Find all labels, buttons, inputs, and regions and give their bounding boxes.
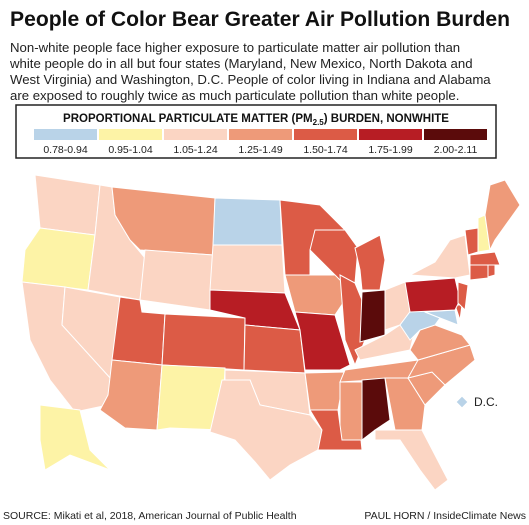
credit: PAUL HORN / InsideClimate News bbox=[364, 510, 526, 522]
legend-label: 1.75-1.99 bbox=[368, 144, 413, 156]
state bbox=[374, 429, 449, 491]
legend-swatch bbox=[424, 129, 487, 140]
legend-title-part: ) BURDEN, NONWHITE bbox=[324, 113, 450, 125]
state bbox=[39, 404, 111, 471]
subtitle: Non-white people face higher exposure to… bbox=[9, 40, 491, 103]
dc-label: D.C. bbox=[474, 395, 498, 409]
dc-marker bbox=[455, 395, 469, 409]
state bbox=[209, 379, 323, 481]
state bbox=[384, 377, 426, 431]
state bbox=[361, 377, 391, 442]
legend-label: 1.25-1.49 bbox=[238, 144, 283, 156]
legend-swatch bbox=[164, 129, 227, 140]
map bbox=[21, 174, 521, 491]
state bbox=[487, 264, 496, 278]
legend-swatch bbox=[294, 129, 357, 140]
state bbox=[243, 324, 306, 374]
state bbox=[156, 364, 226, 431]
state bbox=[469, 251, 501, 266]
state bbox=[454, 304, 463, 321]
state bbox=[404, 277, 461, 313]
legend-swatch bbox=[229, 129, 292, 140]
subtitle-line: Non-white people face higher exposure to… bbox=[10, 40, 460, 55]
state bbox=[139, 249, 214, 311]
state bbox=[469, 264, 489, 281]
state bbox=[294, 311, 351, 371]
state bbox=[339, 381, 363, 441]
state bbox=[484, 179, 521, 252]
state bbox=[284, 274, 346, 316]
legend-items: 0.78-0.94 0.95-1.04 1.05-1.24 1.25-1.49 1.50… bbox=[34, 129, 487, 156]
legend-swatch bbox=[99, 129, 162, 140]
legend-title-part: PROPORTIONAL PARTICULATE MATTER (PM bbox=[63, 113, 313, 125]
subtitle-line: white people do in all but four states (… bbox=[9, 56, 473, 71]
legend-swatch bbox=[359, 129, 422, 140]
legend-label: 0.78-0.94 bbox=[43, 144, 88, 156]
source: SOURCE: Mikati et al, 2018, American Jou… bbox=[3, 510, 297, 522]
legend-title: PROPORTIONAL PARTICULATE MATTER (PM2.5) … bbox=[63, 113, 449, 127]
legend-label: 2.00-2.11 bbox=[434, 144, 478, 156]
state bbox=[212, 197, 283, 246]
legend-label: 1.05-1.24 bbox=[173, 144, 218, 156]
legend-title-part: 2.5 bbox=[313, 118, 325, 127]
subtitle-line: West Virginia) and Washington, D.C. Peop… bbox=[10, 72, 491, 87]
state bbox=[408, 234, 471, 279]
legend-label: 1.50-1.74 bbox=[303, 144, 348, 156]
title: People of Color Bear Greater Air Polluti… bbox=[10, 8, 510, 31]
state bbox=[161, 313, 246, 371]
subtitle-line: are exposed to roughly twice as much par… bbox=[10, 88, 459, 103]
state bbox=[304, 371, 346, 411]
state bbox=[34, 174, 101, 236]
state bbox=[359, 289, 386, 343]
state bbox=[209, 244, 286, 294]
state bbox=[457, 281, 469, 312]
legend-label: 0.95-1.04 bbox=[108, 144, 153, 156]
legend-swatch bbox=[34, 129, 97, 140]
